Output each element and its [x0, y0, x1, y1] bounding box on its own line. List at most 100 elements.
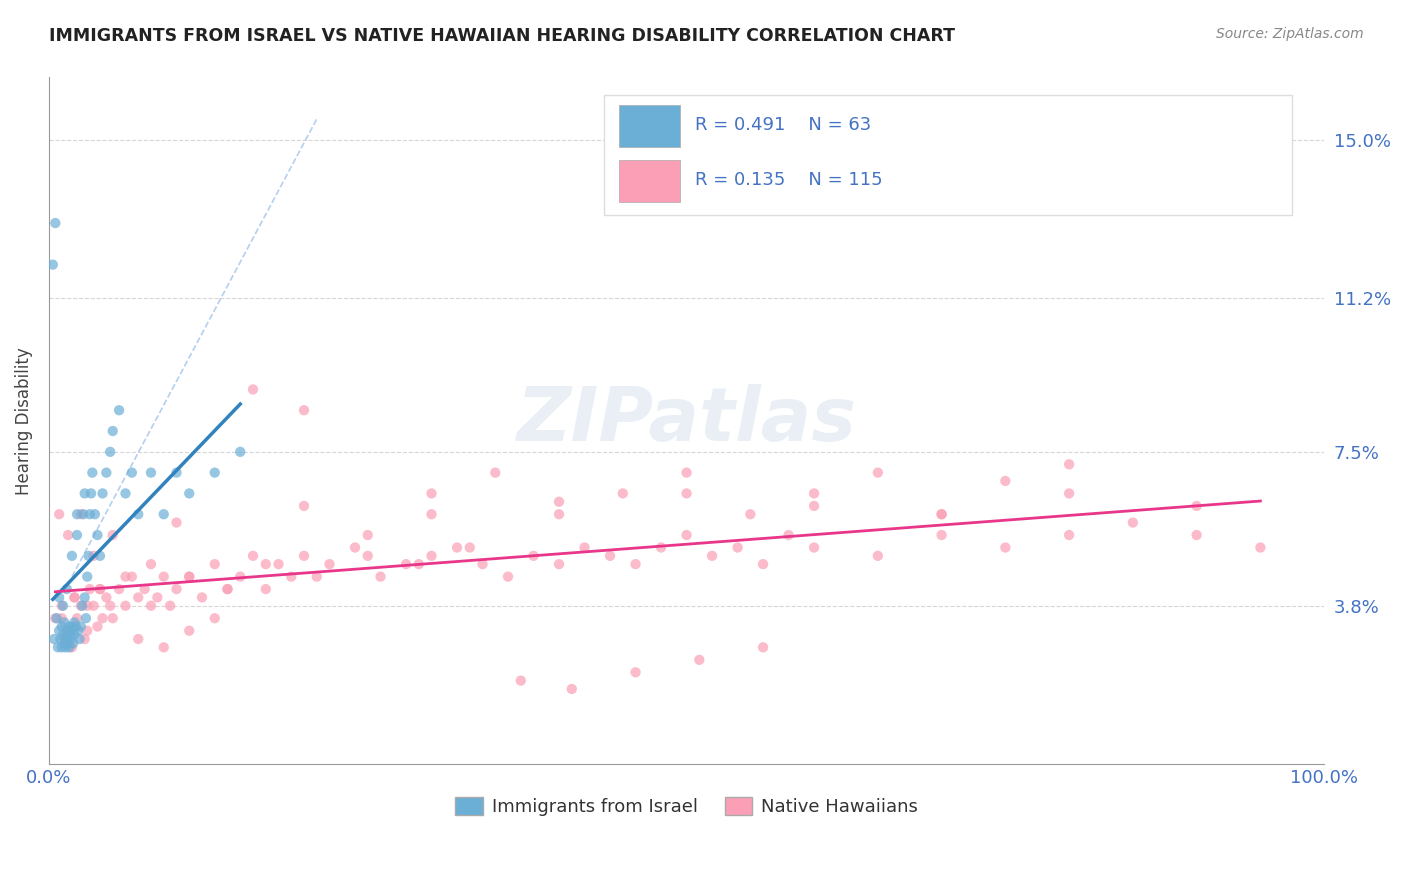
- Point: [73, 486, 96, 500]
- Point: [318, 557, 340, 571]
- Point: [700, 549, 723, 563]
- Point: [574, 541, 596, 555]
- Text: R = 0.135    N = 115: R = 0.135 N = 115: [696, 171, 883, 189]
- Point: [420, 486, 443, 500]
- Point: [292, 549, 315, 563]
- Point: [44, 611, 66, 625]
- Point: [548, 557, 571, 571]
- Point: [496, 569, 519, 583]
- Point: [179, 624, 201, 638]
- Point: [305, 569, 328, 583]
- Point: [152, 640, 174, 655]
- Point: [80, 486, 103, 500]
- Point: [420, 549, 443, 563]
- Point: [522, 549, 544, 563]
- Point: [56, 624, 79, 638]
- Point: [89, 582, 111, 596]
- Point: [56, 636, 79, 650]
- Point: [179, 569, 201, 583]
- Point: [101, 424, 124, 438]
- Point: [114, 569, 136, 583]
- Point: [59, 632, 82, 646]
- Point: [79, 582, 101, 596]
- Point: [204, 611, 226, 625]
- Point: [146, 591, 169, 605]
- Point: [1057, 458, 1080, 472]
- Point: [1057, 486, 1080, 500]
- Point: [44, 216, 66, 230]
- Point: [121, 569, 143, 583]
- Point: [395, 557, 418, 571]
- Point: [134, 582, 156, 596]
- Point: [98, 445, 121, 459]
- Point: [624, 557, 647, 571]
- Point: [166, 466, 188, 480]
- Point: [60, 624, 83, 638]
- Point: [446, 541, 468, 555]
- Point: [56, 628, 79, 642]
- Point: [42, 258, 65, 272]
- Point: [139, 466, 162, 480]
- FancyBboxPatch shape: [619, 160, 681, 202]
- Point: [101, 528, 124, 542]
- Point: [72, 507, 94, 521]
- Point: [242, 383, 264, 397]
- Point: [866, 549, 889, 563]
- Point: [931, 507, 953, 521]
- Point: [55, 632, 77, 646]
- Point: [1057, 528, 1080, 542]
- Point: [159, 599, 181, 613]
- Point: [229, 569, 252, 583]
- Point: [66, 611, 89, 625]
- Legend: Immigrants from Israel, Native Hawaiians: Immigrants from Israel, Native Hawaiians: [449, 789, 925, 823]
- Point: [60, 619, 83, 633]
- Point: [70, 599, 93, 613]
- Point: [49, 632, 72, 646]
- Point: [53, 636, 76, 650]
- Point: [675, 466, 697, 480]
- Point: [98, 599, 121, 613]
- Point: [42, 632, 65, 646]
- Point: [866, 466, 889, 480]
- Point: [86, 528, 108, 542]
- Point: [70, 619, 93, 633]
- Point: [752, 557, 775, 571]
- Point: [60, 549, 83, 563]
- Point: [740, 507, 762, 521]
- Point: [59, 628, 82, 642]
- Point: [48, 507, 70, 521]
- Point: [204, 466, 226, 480]
- Point: [179, 569, 201, 583]
- Point: [96, 466, 118, 480]
- Point: [254, 557, 277, 571]
- Point: [79, 507, 101, 521]
- Point: [688, 653, 710, 667]
- Point: [56, 528, 79, 542]
- Point: [127, 591, 149, 605]
- Point: [408, 557, 430, 571]
- Point: [83, 507, 105, 521]
- Point: [75, 611, 97, 625]
- Point: [458, 541, 481, 555]
- Point: [803, 541, 825, 555]
- Point: [280, 569, 302, 583]
- Point: [1122, 516, 1144, 530]
- Point: [114, 486, 136, 500]
- Point: [45, 611, 67, 625]
- Point: [675, 528, 697, 542]
- Point: [83, 549, 105, 563]
- Point: [77, 549, 100, 563]
- Point: [63, 591, 86, 605]
- Point: [101, 611, 124, 625]
- Point: [108, 403, 131, 417]
- Point: [612, 486, 634, 500]
- Point: [63, 591, 86, 605]
- Point: [96, 591, 118, 605]
- Y-axis label: Hearing Disability: Hearing Disability: [15, 347, 32, 494]
- Point: [803, 486, 825, 500]
- Point: [727, 541, 749, 555]
- Point: [152, 569, 174, 583]
- Point: [62, 636, 84, 650]
- Point: [624, 665, 647, 680]
- Point: [70, 507, 93, 521]
